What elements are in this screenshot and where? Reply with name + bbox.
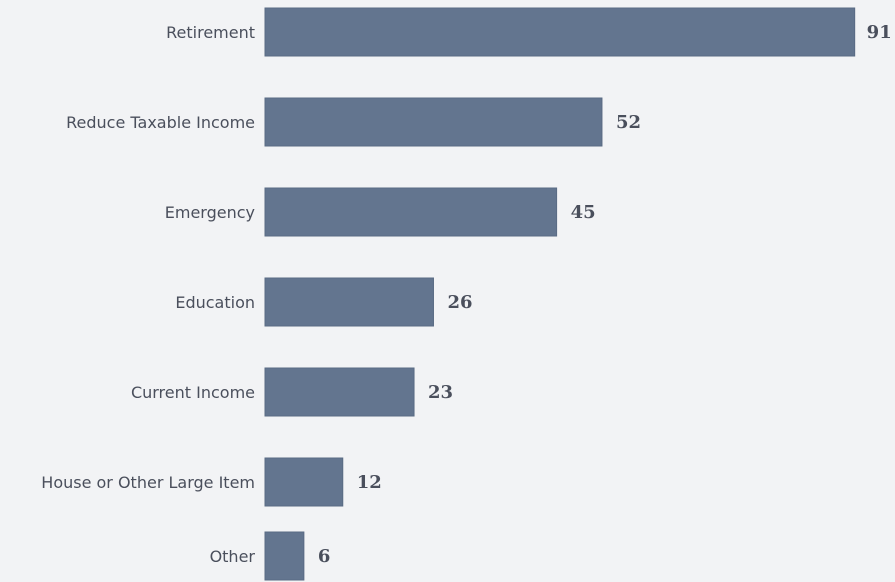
value-label: 52 (616, 112, 641, 133)
value-label: 12 (357, 472, 382, 493)
bar-current-income (264, 367, 415, 417)
category-label: House or Other Large Item (41, 473, 255, 492)
category-label: Education (175, 293, 255, 312)
bar-house-or-other-large-item (264, 457, 344, 507)
bar-education (264, 277, 434, 327)
value-label: 45 (571, 202, 596, 223)
category-label: Emergency (165, 203, 255, 222)
bar-retirement (264, 7, 856, 57)
category-label: Reduce Taxable Income (66, 113, 255, 132)
bar-other (264, 531, 305, 581)
category-label: Other (210, 547, 256, 566)
bar-emergency (264, 187, 558, 237)
category-label: Current Income (131, 383, 255, 402)
value-label: 91 (867, 22, 892, 43)
bar-reduce-taxable-income (264, 97, 603, 147)
category-label: Retirement (166, 23, 255, 42)
value-label: 23 (428, 382, 453, 403)
value-label: 26 (447, 292, 472, 313)
value-label: 6 (318, 546, 331, 567)
